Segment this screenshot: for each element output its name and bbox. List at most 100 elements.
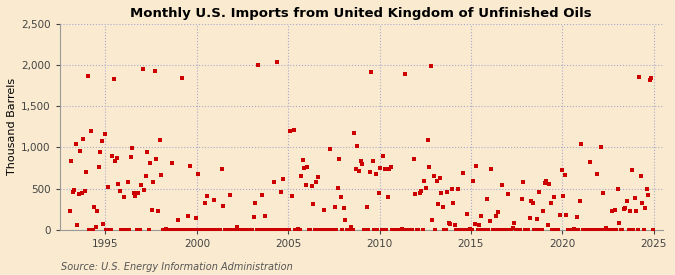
Point: [427, 218, 437, 222]
Point: [303, 228, 314, 232]
Point: [641, 186, 652, 191]
Point: [86, 129, 97, 133]
Point: [568, 227, 579, 232]
Point: [395, 228, 406, 232]
Point: [134, 228, 145, 232]
Point: [110, 159, 121, 163]
Point: [163, 228, 174, 232]
Point: [87, 228, 98, 232]
Point: [562, 228, 573, 232]
Point: [156, 173, 167, 178]
Point: [624, 209, 635, 213]
Point: [296, 174, 306, 178]
Point: [109, 77, 119, 81]
Point: [223, 228, 234, 232]
Point: [371, 172, 381, 176]
Point: [98, 222, 109, 227]
Point: [262, 228, 273, 232]
Point: [495, 228, 506, 232]
Point: [209, 198, 220, 203]
Point: [401, 228, 412, 232]
Point: [240, 228, 250, 232]
Point: [75, 149, 86, 154]
Point: [188, 228, 198, 232]
Point: [521, 228, 532, 232]
Point: [561, 213, 572, 218]
Point: [104, 228, 115, 232]
Point: [275, 228, 286, 232]
Point: [160, 227, 171, 232]
Point: [614, 221, 625, 226]
Point: [300, 182, 311, 187]
Point: [434, 176, 445, 180]
Point: [623, 228, 634, 232]
Point: [321, 228, 332, 232]
Point: [463, 228, 474, 232]
Point: [264, 228, 275, 232]
Point: [90, 225, 101, 229]
Point: [93, 165, 104, 170]
Point: [539, 181, 550, 185]
Point: [398, 228, 408, 232]
Point: [320, 228, 331, 232]
Point: [518, 180, 529, 184]
Point: [392, 228, 402, 232]
Point: [574, 199, 585, 203]
Point: [612, 187, 623, 191]
Point: [477, 228, 488, 232]
Point: [150, 69, 161, 73]
Point: [459, 228, 470, 232]
Point: [323, 228, 334, 232]
Point: [178, 228, 189, 232]
Point: [360, 228, 371, 232]
Point: [313, 175, 323, 180]
Point: [172, 218, 183, 222]
Point: [332, 186, 343, 190]
Point: [437, 205, 448, 210]
Point: [68, 190, 78, 194]
Point: [136, 183, 146, 187]
Point: [383, 195, 394, 199]
Point: [72, 223, 82, 227]
Point: [532, 217, 543, 221]
Point: [133, 191, 144, 195]
Point: [121, 228, 132, 232]
Point: [277, 177, 288, 181]
Point: [269, 180, 279, 184]
Point: [603, 228, 614, 232]
Point: [258, 228, 269, 232]
Point: [571, 215, 582, 219]
Point: [362, 228, 373, 232]
Point: [456, 228, 466, 232]
Point: [159, 228, 169, 232]
Point: [582, 228, 593, 232]
Point: [504, 228, 515, 232]
Point: [565, 228, 576, 232]
Point: [234, 228, 244, 232]
Point: [144, 228, 155, 232]
Point: [276, 190, 287, 194]
Point: [454, 228, 465, 232]
Point: [246, 228, 256, 232]
Point: [177, 76, 188, 80]
Point: [366, 70, 377, 74]
Point: [594, 228, 605, 232]
Point: [236, 228, 247, 232]
Point: [590, 228, 601, 232]
Point: [319, 208, 329, 213]
Point: [205, 228, 215, 232]
Y-axis label: Thousand Barrels: Thousand Barrels: [7, 78, 17, 175]
Point: [290, 228, 300, 232]
Point: [558, 194, 568, 198]
Point: [364, 170, 375, 174]
Point: [389, 228, 400, 232]
Point: [442, 190, 453, 195]
Point: [252, 228, 263, 232]
Point: [431, 178, 442, 183]
Point: [372, 228, 383, 232]
Point: [334, 157, 345, 162]
Point: [117, 228, 128, 232]
Point: [202, 228, 213, 232]
Point: [439, 228, 450, 232]
Point: [479, 228, 489, 232]
